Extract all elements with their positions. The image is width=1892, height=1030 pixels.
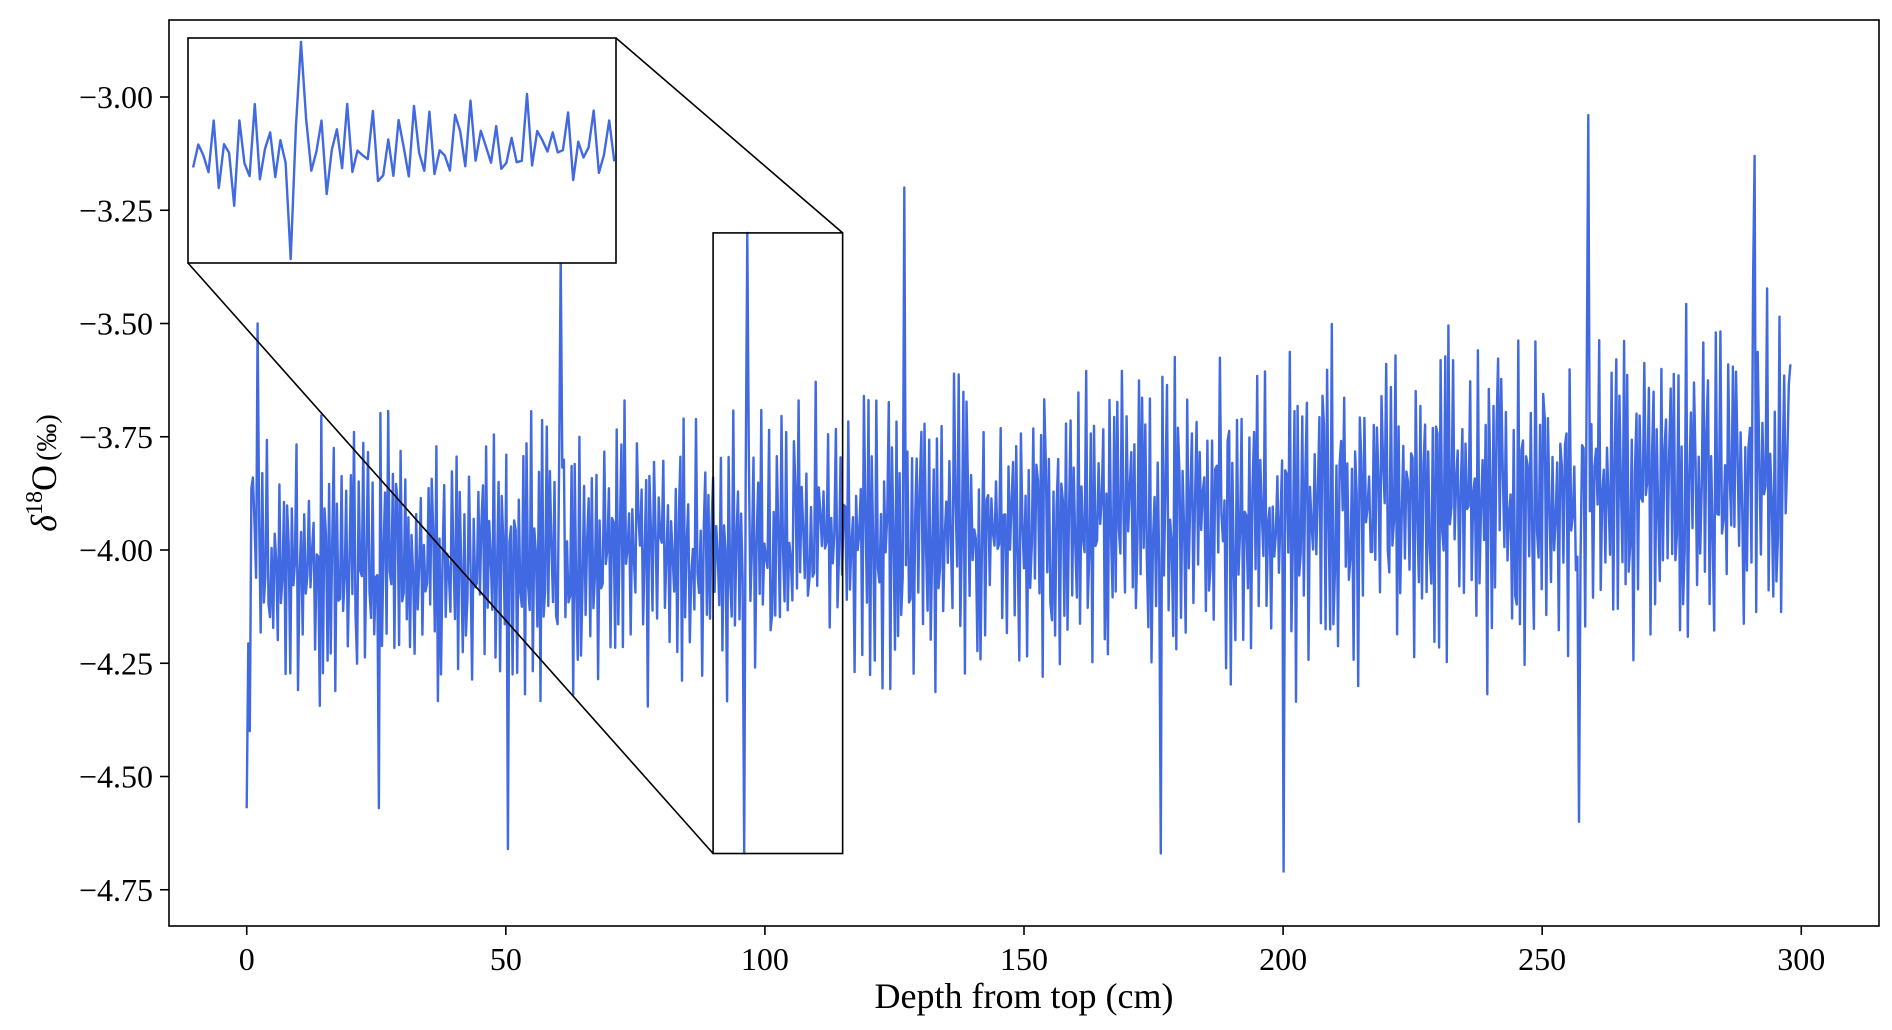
connector-line xyxy=(187,262,714,855)
x-tick-label: 250 xyxy=(1518,941,1566,977)
y-axis-title-symbol: δ xyxy=(24,514,64,532)
y-tick-label: −4.75 xyxy=(79,872,153,908)
x-axis: 0 50 100 150 200 250 300 xyxy=(239,926,1825,977)
y-axis: −3.00 −3.25 −3.50 −3.75 −4.00 −4.25 −4.50 −4.75 xyxy=(79,79,169,908)
x-tick-label: 150 xyxy=(1000,941,1048,977)
y-axis-title-superscript: 18 xyxy=(22,491,48,515)
y-axis-title-unit: (‰) xyxy=(32,414,63,461)
data-layer xyxy=(245,113,1792,873)
inset-frame xyxy=(187,37,617,264)
y-tick-label: −3.00 xyxy=(79,79,153,115)
x-tick-label: 0 xyxy=(239,941,255,977)
inset-axes xyxy=(187,37,844,855)
y-tick-label: −3.50 xyxy=(79,306,153,342)
y-tick-label: −4.00 xyxy=(79,532,153,568)
y-axis-title-main: O xyxy=(24,465,64,491)
y-axis-title: δ18O (‰) xyxy=(22,414,64,531)
y-tick-label: −4.25 xyxy=(79,645,153,681)
x-tick-label: 100 xyxy=(741,941,789,977)
x-tick-label: 200 xyxy=(1259,941,1307,977)
y-tick-label: −3.25 xyxy=(79,192,153,228)
x-tick-label: 50 xyxy=(490,941,522,977)
zoom-indicator xyxy=(712,232,844,855)
y-tick-label: −3.75 xyxy=(79,419,153,455)
y-tick-label: −4.50 xyxy=(79,759,153,795)
inset-series-line xyxy=(191,40,616,261)
connector-line xyxy=(615,37,844,234)
zoom-box xyxy=(712,232,844,855)
series-line xyxy=(245,113,1792,873)
x-axis-title: Depth from top (cm) xyxy=(875,976,1174,1016)
x-tick-label: 300 xyxy=(1777,941,1825,977)
